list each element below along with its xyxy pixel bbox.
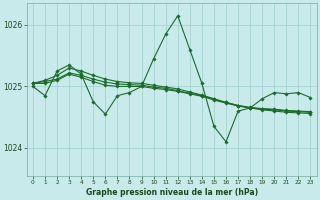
X-axis label: Graphe pression niveau de la mer (hPa): Graphe pression niveau de la mer (hPa) [86, 188, 258, 197]
